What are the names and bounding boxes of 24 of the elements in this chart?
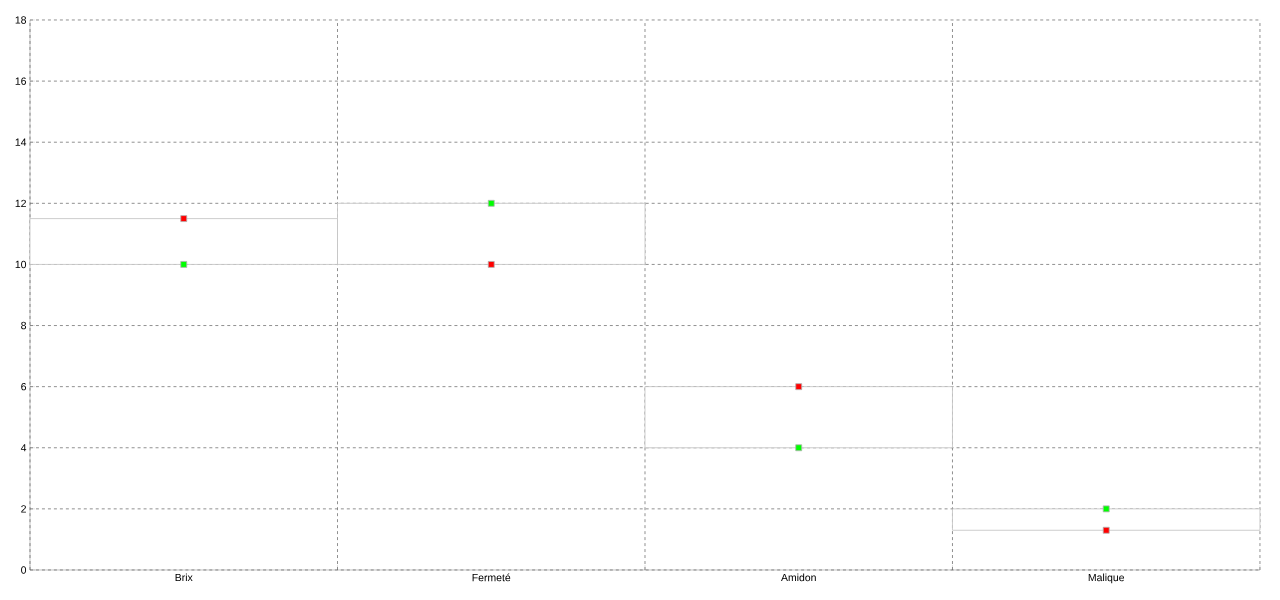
y-tick-label: 8 [21,321,27,330]
x-tick-label: Amidon [781,573,816,582]
y-tick-label: 12 [15,199,26,207]
y-tick-label: 6 [21,382,27,391]
y-tick-label: 10 [15,260,27,269]
x-tick-label: Brix [175,573,193,582]
point [180,261,188,268]
point [1102,526,1110,534]
point [487,261,495,268]
x-tick-label: Malique [1088,573,1125,584]
y-tick-label: 16 [15,77,27,85]
y-tick-label: 0 [21,566,27,574]
bar [952,508,1261,531]
x-tick-label: Fermeté [472,573,511,582]
point [795,383,803,391]
y-tick-label: 18 [15,16,27,24]
point [1102,505,1110,513]
y-tick-label: 4 [20,444,27,452]
point [487,199,495,207]
y-tick-label: 2 [21,505,26,513]
point [795,444,803,452]
y-tick-label: 14 [15,138,27,146]
point [180,215,188,222]
bar [644,386,953,449]
